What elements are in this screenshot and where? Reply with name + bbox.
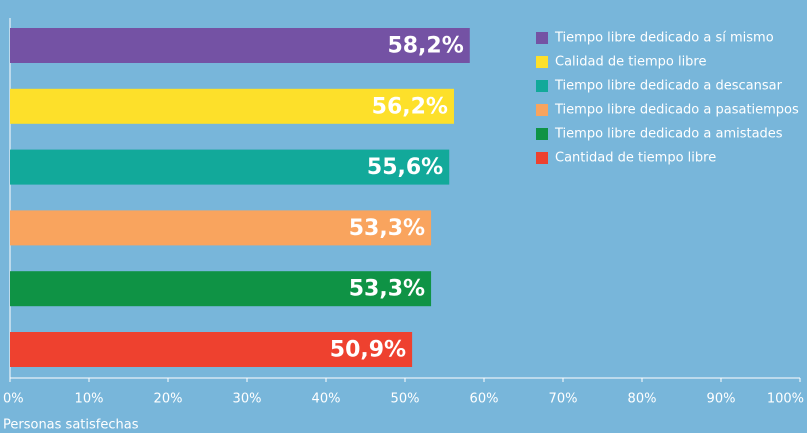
x-tick-label: 60% — [470, 392, 499, 407]
x-tick-label: 80% — [628, 392, 657, 407]
bar — [10, 271, 432, 307]
value-label: 58,2% — [387, 34, 463, 59]
legend-swatch — [536, 80, 548, 92]
value-label: 53,3% — [349, 277, 425, 302]
legend-swatch — [536, 128, 548, 140]
bar — [10, 210, 432, 246]
bar — [10, 332, 413, 367]
value-label: 53,3% — [349, 216, 425, 241]
x-tick-label: 90% — [707, 392, 736, 407]
x-tick-label: 0% — [3, 392, 24, 407]
bar — [10, 88, 454, 124]
value-label: 50,9% — [330, 338, 406, 363]
x-tick-label: 70% — [549, 392, 578, 407]
x-tick-label: 10% — [75, 392, 104, 407]
x-axis-label: Personas satisfechas — [3, 418, 139, 433]
legend-label: Tiempo libre dedicado a sí mismo — [554, 31, 774, 46]
legend-swatch — [536, 104, 548, 116]
legend-swatch — [536, 152, 548, 164]
x-tick-label: 50% — [391, 392, 420, 407]
legend-label: Cantidad de tiempo libre — [555, 151, 716, 166]
x-tick-label: 100% — [767, 392, 804, 407]
legend-label: Tiempo libre dedicado a pasatiempos — [554, 103, 799, 118]
bar — [10, 28, 470, 63]
bar — [10, 149, 450, 185]
x-tick-label: 30% — [233, 392, 262, 407]
legend-swatch — [536, 56, 548, 68]
x-tick-label: 20% — [154, 392, 183, 407]
legend-swatch — [536, 32, 548, 44]
legend-label: Tiempo libre dedicado a amistades — [554, 127, 783, 142]
value-label: 55,6% — [367, 155, 443, 180]
legend-label: Calidad de tiempo libre — [555, 55, 707, 70]
value-label: 56,2% — [372, 94, 448, 119]
x-tick-label: 40% — [312, 392, 341, 407]
legend-label: Tiempo libre dedicado a descansar — [554, 79, 783, 94]
